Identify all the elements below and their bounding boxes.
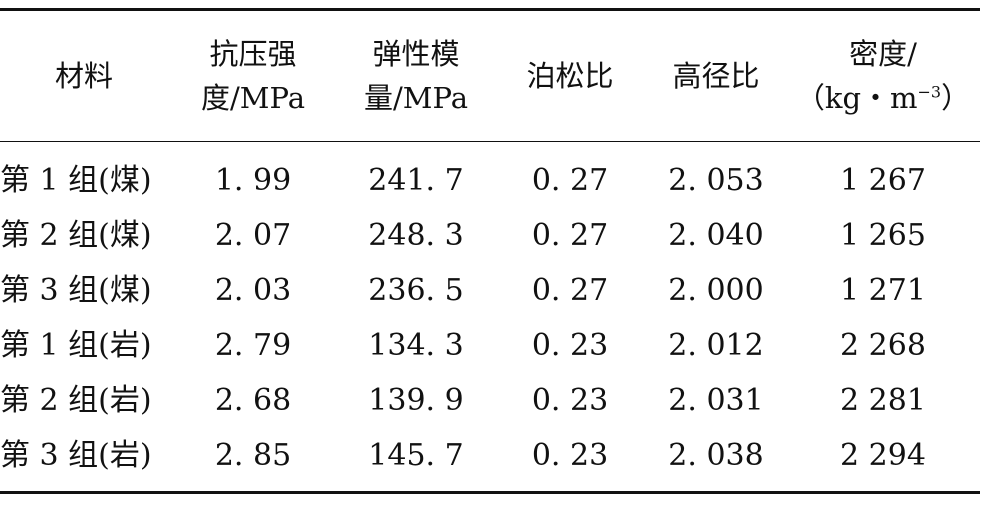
header-compressive-strength: 抗压强 度/MPa — [201, 37, 305, 115]
cell-elastic-modulus: 139. 9 — [368, 383, 464, 418]
cell-compressive-strength: 2. 85 — [214, 438, 292, 473]
cell-poisson-ratio: 0. 23 — [531, 328, 609, 363]
cell-poisson-ratio: 0. 27 — [531, 163, 609, 198]
cell-density: 2 281 — [840, 383, 926, 418]
top-rule — [0, 8, 980, 11]
header-material: 材料 — [54, 59, 113, 93]
cell-compressive-strength: 2. 07 — [214, 218, 292, 253]
cell-poisson-ratio: 0. 23 — [531, 383, 609, 418]
cell-compressive-strength: 2. 68 — [214, 383, 292, 418]
cell-elastic-modulus: 134. 3 — [368, 328, 464, 363]
cell-density: 1 265 — [840, 218, 926, 253]
cell-compressive-strength: 2. 03 — [214, 273, 292, 308]
cell-aspect-ratio: 2. 031 — [668, 383, 764, 418]
cell-elastic-modulus: 236. 5 — [368, 273, 464, 308]
cell-density: 2 294 — [840, 438, 926, 473]
cell-material: 第 1 组(岩) — [0, 328, 152, 363]
cell-compressive-strength: 2. 79 — [214, 328, 292, 363]
cell-elastic-modulus: 241. 7 — [368, 163, 464, 198]
header-elastic-modulus: 弹性模 量/MPa — [364, 37, 468, 115]
density-unit: （kg・m−3） — [795, 81, 971, 115]
cell-aspect-ratio: 2. 053 — [668, 163, 764, 198]
cell-elastic-modulus: 145. 7 — [368, 438, 464, 473]
cell-aspect-ratio: 2. 000 — [668, 273, 764, 308]
cell-poisson-ratio: 0. 23 — [531, 438, 609, 473]
cell-density: 1 271 — [840, 273, 926, 308]
bottom-rule — [0, 491, 980, 494]
cell-density: 1 267 — [840, 163, 926, 198]
header-aspect-ratio: 高径比 — [672, 59, 760, 93]
table-row: 第 3 组(煤) 2. 03 236. 5 0. 27 2. 000 1 271 — [0, 263, 980, 318]
table-row: 第 2 组(岩) 2. 68 139. 9 0. 23 2. 031 2 281 — [0, 373, 980, 428]
cell-elastic-modulus: 248. 3 — [368, 218, 464, 253]
table-row: 第 2 组(煤) 2. 07 248. 3 0. 27 2. 040 1 265 — [0, 208, 980, 263]
header-rule — [0, 141, 980, 142]
cell-aspect-ratio: 2. 040 — [668, 218, 764, 253]
header-poisson-ratio: 泊松比 — [526, 59, 614, 93]
cell-poisson-ratio: 0. 27 — [531, 218, 609, 253]
cell-material: 第 3 组(岩) — [0, 438, 152, 473]
cell-material: 第 2 组(岩) — [0, 383, 152, 418]
cell-density: 2 268 — [840, 328, 926, 363]
material-properties-table: 材料 抗压强 度/MPa 弹性模 量/MPa 泊松比 高径比 密度/ — [0, 11, 980, 483]
cell-material: 第 1 组(煤) — [0, 163, 152, 198]
table-row: 第 1 组(煤) 1. 99 241. 7 0. 27 2. 053 1 267 — [0, 141, 980, 208]
header-density: 密度/ （kg・m−3） — [786, 11, 980, 141]
table-row: 第 1 组(岩) 2. 79 134. 3 0. 23 2. 012 2 268 — [0, 318, 980, 373]
cell-material: 第 2 组(煤) — [0, 218, 152, 253]
header-row: 材料 抗压强 度/MPa 弹性模 量/MPa 泊松比 高径比 密度/ — [0, 11, 980, 141]
cell-aspect-ratio: 2. 038 — [668, 438, 764, 473]
cell-material: 第 3 组(煤) — [0, 273, 152, 308]
cell-poisson-ratio: 0. 27 — [531, 273, 609, 308]
table-row: 第 3 组(岩) 2. 85 145. 7 0. 23 2. 038 2 294 — [0, 428, 980, 483]
cell-compressive-strength: 1. 99 — [214, 163, 292, 198]
cell-aspect-ratio: 2. 012 — [668, 328, 764, 363]
